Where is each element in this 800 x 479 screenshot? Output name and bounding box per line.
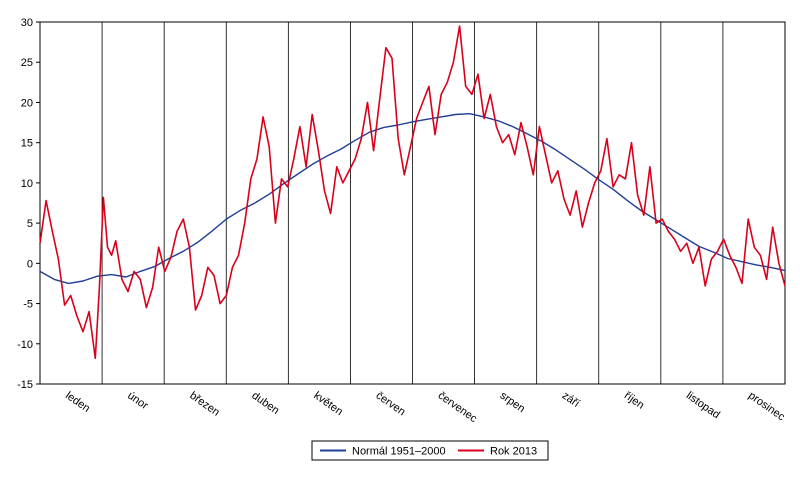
x-tick-label: červen <box>374 390 408 419</box>
y-tick-label: 5 <box>27 218 33 230</box>
legend-box <box>311 440 549 461</box>
y-tick-label: -10 <box>17 339 33 351</box>
x-axis: leden únor březen duben květen červen červenec… <box>63 390 787 426</box>
x-tick-label: prosinec <box>746 390 787 424</box>
y-tick-label: -15 <box>17 379 33 391</box>
series-line-normal <box>39 112 786 285</box>
series-group <box>39 25 786 360</box>
y-tick-label: 30 <box>21 17 33 29</box>
y-tick-label: 15 <box>21 138 33 150</box>
vertical-gridlines <box>101 22 724 384</box>
x-tick-label: leden <box>63 390 92 415</box>
x-tick-label: únor <box>125 390 150 413</box>
x-tick-label: září <box>560 390 582 410</box>
x-tick-label: březen <box>187 390 221 419</box>
legend: Normál 1951–2000 Rok 2013 <box>311 440 549 461</box>
y-tick-label: 25 <box>21 57 33 69</box>
y-tick-label: -5 <box>23 299 33 311</box>
y-axis: -15 -10 -5 0 5 10 15 20 25 30 <box>17 17 40 391</box>
legend-label: Rok 2013 <box>490 446 537 458</box>
legend-label: Normál 1951–2000 <box>352 446 446 458</box>
y-tick-label: 10 <box>21 178 33 190</box>
x-tick-label: říjen <box>622 390 646 412</box>
x-tick-label: duben <box>249 390 281 417</box>
x-tick-label: červenec <box>436 390 480 426</box>
x-tick-label: květen <box>311 390 344 418</box>
y-tick-label: 20 <box>21 97 33 109</box>
x-tick-label: srpen <box>498 390 527 416</box>
x-tick-label: listopad <box>684 390 722 422</box>
series-line-2013 <box>39 25 786 360</box>
y-tick-label: 0 <box>27 258 33 270</box>
